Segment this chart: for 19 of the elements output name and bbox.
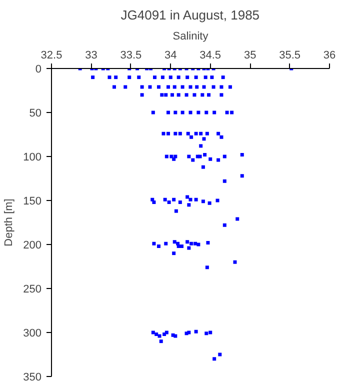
y-axis-title: Depth [m] — [3, 198, 16, 246]
x-axis-title: Salinity — [172, 30, 209, 42]
y-tick-label: 300 — [23, 328, 42, 340]
chart-title: JG4091 in August, 1985 — [120, 8, 260, 22]
y-tick-label: 0 — [35, 64, 42, 76]
x-tick-label: 36 — [323, 50, 336, 62]
x-tick-label: 34.5 — [200, 50, 222, 62]
y-tick-label: 250 — [23, 284, 42, 296]
y-tick-label: 150 — [23, 196, 42, 208]
x-tick-label: 35.5 — [279, 50, 301, 62]
y-tick-label: 200 — [23, 240, 42, 252]
y-tick-label: 50 — [29, 108, 42, 120]
x-tick-label: 33 — [85, 50, 98, 62]
x-tick-label: 32.5 — [40, 50, 62, 62]
x-tick-label: 33.5 — [120, 50, 142, 62]
x-tick-label: 35 — [244, 50, 256, 62]
x-tick-label: 34 — [164, 50, 177, 62]
y-tick-label: 350 — [23, 372, 42, 384]
y-tick-label: 100 — [23, 152, 42, 164]
